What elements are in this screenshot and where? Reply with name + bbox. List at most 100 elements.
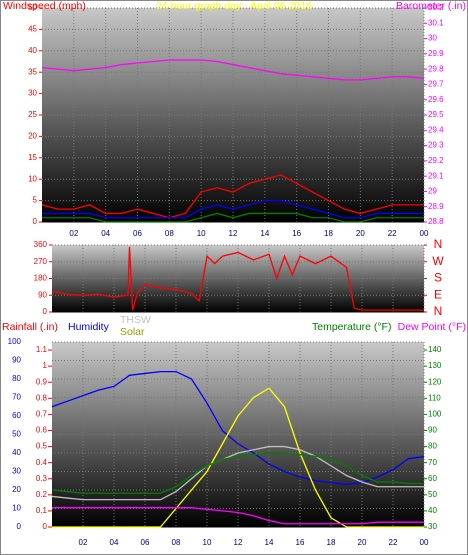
y2-tick-label: 29.2 [428,156,444,165]
label: Humidity [68,321,110,333]
label: Barometer (.in) [396,0,466,12]
y-tick-label: 35 [28,67,37,76]
y-tick-label: 30 [12,467,21,476]
y2-tick-label: 110 [428,393,441,402]
series-line [52,387,424,528]
label: Dew Point (°F) [398,321,466,333]
x-tick-label: 18 [324,229,333,238]
y2-tick-label: 29.4 [428,125,444,134]
y2-tick-label: N [434,237,443,251]
y2-tick-label: 30 [428,34,437,43]
label: Temperature (°F) [312,321,391,333]
y2-tick-label: E [434,287,442,301]
series-line [42,212,424,223]
y3-tick-label: 0.2 [36,490,48,499]
y2-tick-label: 29.8 [428,64,444,73]
x-tick-label: 22 [389,538,398,547]
y-tick-label: 40 [28,46,37,55]
label: Rainfall (.in) [2,321,58,333]
y-tick-label: 90 [12,356,21,365]
x-tick-label: 18 [327,538,336,547]
y2-tick-label: 30.2 [428,3,444,12]
y2-tick-label: 29.7 [428,80,444,89]
y-tick-label: 0 [17,522,22,531]
series-line [51,246,424,311]
label: 24 hour graph day - April 06 2016 [156,0,312,12]
y2-tick-label: 140 [428,345,442,354]
y-tick-label: 20 [28,132,37,141]
y2-tick-label: 29.9 [428,49,444,58]
x-tick-label: 12 [234,538,243,547]
y3-tick-label: 0.5 [36,442,48,451]
y-tick-label: 30 [28,89,37,98]
y-tick-label: 360 [34,240,48,249]
series-line [42,199,424,219]
x-tick-label: 06 [141,538,150,547]
y2-tick-label: 60 [428,474,437,483]
x-tick-label: 10 [203,538,212,547]
x-tick-label: 08 [165,229,174,238]
y2-tick-label: N [434,304,443,318]
x-tick-label: 00 [420,538,429,547]
y-tick-label: 60 [12,411,21,420]
x-tick-label: 16 [296,538,305,547]
y2-tick-label: 90 [428,426,437,435]
x-tick-label: 08 [172,538,181,547]
y2-tick-label: 30 [428,522,437,531]
y3-tick-label: 0.9 [36,377,48,386]
y-tick-label: 80 [12,374,21,383]
series-line [52,507,424,525]
x-tick-label: 12 [229,229,238,238]
y-tick-label: 50 [12,430,21,439]
y2-tick-label: 40 [428,506,437,515]
y3-tick-label: 1 [43,361,48,370]
x-tick-label: 10 [197,229,206,238]
x-tick-label: 14 [265,538,274,547]
label: Windspeed (mph) [3,0,86,12]
y-tick-label: 40 [12,448,21,457]
series-line [51,445,424,501]
y3-tick-label: 0 [43,522,48,531]
x-tick-label: 14 [260,229,269,238]
y2-tick-label: 70 [428,458,437,467]
y2-tick-label: 28.8 [428,217,444,226]
y2-tick-label: 29 [428,187,437,196]
y3-tick-label: 0.7 [36,410,48,419]
x-tick-label: 04 [110,538,119,547]
y3-tick-label: 1.1 [36,345,48,354]
y-tick-label: 10 [28,174,37,183]
y-tick-label: 70 [12,393,21,402]
x-tick-label: 06 [133,229,142,238]
y2-tick-label: 29.5 [428,110,444,119]
y-tick-label: 100 [8,337,22,346]
y2-tick-label: S [434,271,442,285]
x-tick-label: 20 [358,538,367,547]
x-tick-label: 04 [101,229,110,238]
series-line [51,452,424,494]
y3-tick-label: 0.8 [36,393,48,402]
label: Solar [120,326,145,338]
y3-tick-label: 0.3 [36,474,48,483]
label: THSW [120,314,151,326]
y-tick-label: 5 [33,196,38,205]
y-tick-label: 10 [12,504,21,513]
y2-tick-label: W [432,254,444,268]
y-tick-label: 50 [28,3,37,12]
series-line [41,174,424,219]
y3-tick-label: 0.4 [36,458,48,467]
y-tick-label: 15 [28,153,37,162]
x-tick-label: 20 [356,229,365,238]
y-tick-label: 45 [28,25,37,34]
y-tick-label: 25 [28,110,37,119]
y3-tick-label: 0.1 [36,506,48,515]
y2-tick-label: 29.1 [428,171,444,180]
y3-tick-label: 0.6 [36,426,48,435]
x-tick-label: 16 [292,229,301,238]
y2-tick-label: 120 [428,377,442,386]
x-tick-label: 00 [420,229,429,238]
series-line [41,59,425,81]
y-tick-label: 180 [34,274,48,283]
y2-tick-label: 50 [428,490,437,499]
x-tick-label: 02 [79,538,88,547]
y2-tick-label: 29.3 [428,141,444,150]
